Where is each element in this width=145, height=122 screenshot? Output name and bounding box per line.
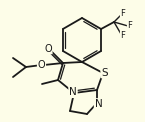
Text: F: F — [120, 10, 125, 19]
Text: F: F — [128, 21, 132, 30]
Text: O: O — [44, 44, 52, 54]
Text: F: F — [120, 30, 125, 40]
Text: S: S — [101, 67, 108, 77]
Text: N: N — [69, 87, 77, 97]
Text: O: O — [38, 60, 45, 70]
Text: N: N — [95, 99, 102, 109]
